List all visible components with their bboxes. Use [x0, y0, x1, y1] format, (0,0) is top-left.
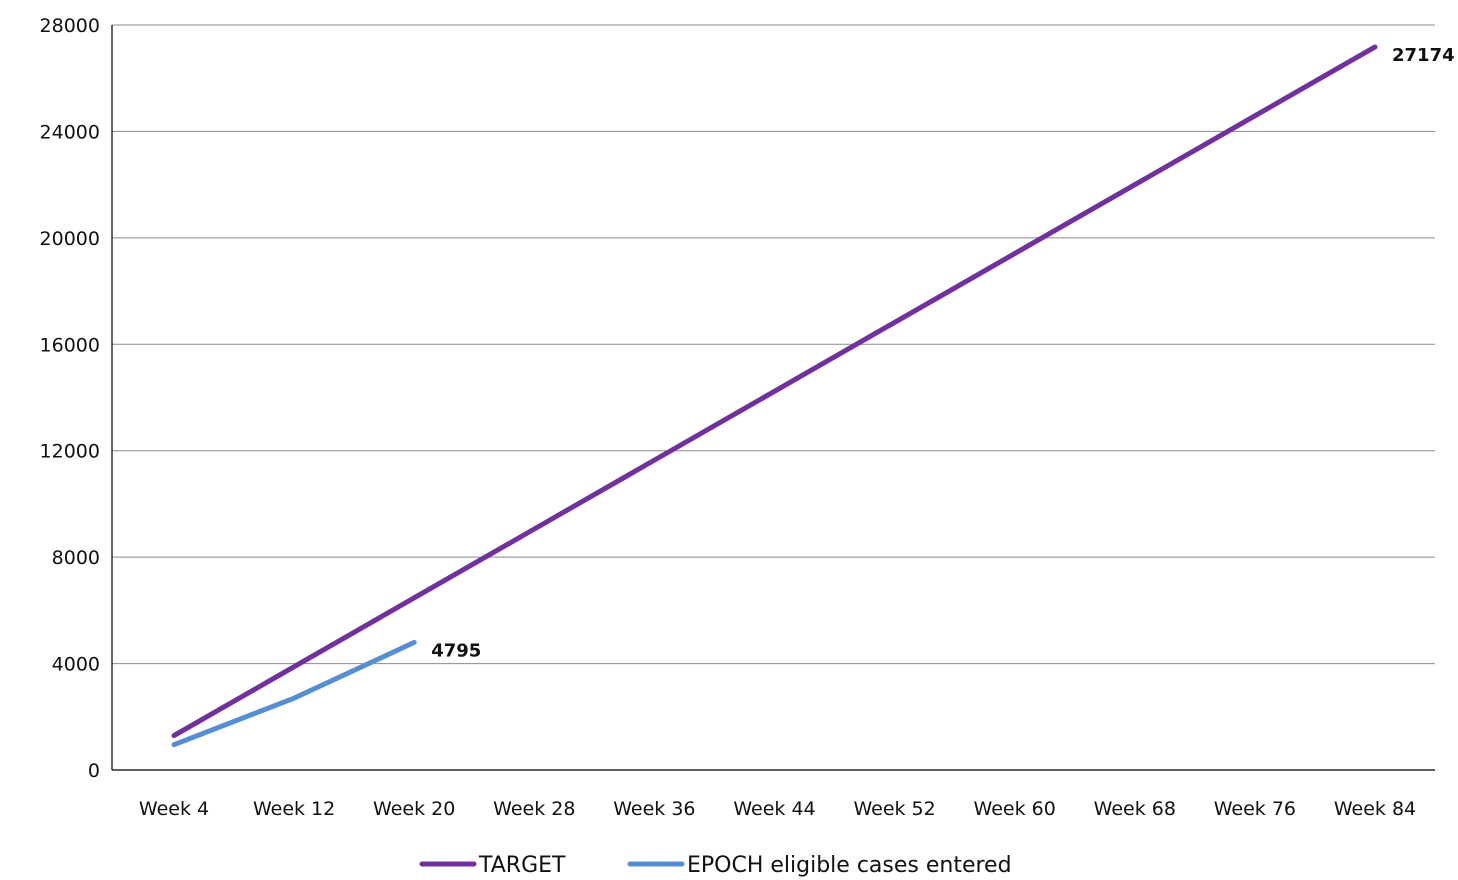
y-tick-label: 16000 [40, 334, 100, 356]
legend: TARGET EPOCH eligible cases entered [419, 853, 1012, 878]
x-tick-label: Week 84 [1334, 798, 1416, 820]
x-tick-label: Week 44 [733, 798, 815, 820]
data-labels: 27174 4795 [431, 45, 1454, 661]
y-tick-label: 0 [88, 760, 100, 782]
y-tick-label: 12000 [40, 441, 100, 463]
x-tick-label: Week 60 [974, 798, 1056, 820]
x-tick-label: Week 20 [373, 798, 455, 820]
y-axis-ticks: 0 4000 8000 12000 16000 20000 24000 28000 [40, 15, 100, 782]
x-axis-ticks: Week 4 Week 12 Week 20 Week 28 Week 36 Week 4… [139, 798, 1416, 820]
series-lines [171, 44, 1378, 748]
data-label: 27174 [1392, 45, 1455, 66]
y-tick-label: 20000 [40, 228, 100, 250]
series-line [171, 639, 417, 748]
y-tick-label: 8000 [52, 547, 100, 569]
data-label: 4795 [431, 640, 481, 661]
gridlines [111, 24, 1435, 771]
legend-label: EPOCH eligible cases entered [687, 853, 1012, 878]
x-tick-label: Week 36 [613, 798, 695, 820]
x-tick-label: Week 4 [139, 798, 209, 820]
series-line [171, 44, 1378, 739]
x-tick-label: Week 76 [1214, 798, 1296, 820]
legend-label: TARGET [478, 853, 566, 878]
x-tick-label: Week 28 [493, 798, 575, 820]
y-tick-label: 24000 [40, 121, 100, 143]
x-tick-label: Week 52 [853, 798, 935, 820]
x-tick-label: Week 68 [1094, 798, 1176, 820]
y-tick-label: 4000 [52, 654, 100, 676]
y-tick-label: 28000 [40, 15, 100, 37]
x-tick-label: Week 12 [253, 798, 335, 820]
